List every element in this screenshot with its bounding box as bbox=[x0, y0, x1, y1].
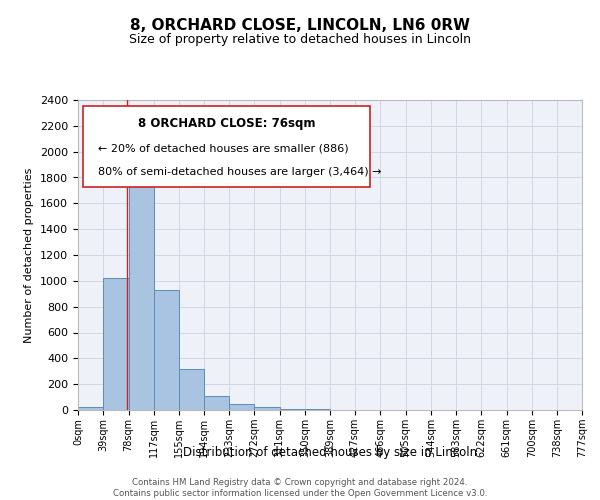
Bar bbox=[83, 106, 370, 187]
Text: Contains HM Land Registry data © Crown copyright and database right 2024.
Contai: Contains HM Land Registry data © Crown c… bbox=[113, 478, 487, 498]
Text: 80% of semi-detached houses are larger (3,464) →: 80% of semi-detached houses are larger (… bbox=[98, 168, 382, 177]
Text: ← 20% of detached houses are smaller (886): ← 20% of detached houses are smaller (88… bbox=[98, 143, 349, 153]
Bar bbox=[254, 408, 280, 410]
Text: Distribution of detached houses by size in Lincoln: Distribution of detached houses by size … bbox=[183, 446, 477, 459]
Bar bbox=[128, 164, 154, 410]
Bar bbox=[280, 408, 305, 410]
Bar bbox=[179, 370, 204, 410]
Bar bbox=[154, 290, 179, 410]
Bar bbox=[78, 408, 103, 410]
Text: 8, ORCHARD CLOSE, LINCOLN, LN6 0RW: 8, ORCHARD CLOSE, LINCOLN, LN6 0RW bbox=[130, 18, 470, 32]
Y-axis label: Number of detached properties: Number of detached properties bbox=[25, 168, 34, 342]
Text: 8 ORCHARD CLOSE: 76sqm: 8 ORCHARD CLOSE: 76sqm bbox=[138, 118, 316, 130]
Bar bbox=[103, 278, 128, 410]
Bar bbox=[204, 396, 229, 410]
Bar bbox=[229, 404, 254, 410]
Text: Size of property relative to detached houses in Lincoln: Size of property relative to detached ho… bbox=[129, 32, 471, 46]
